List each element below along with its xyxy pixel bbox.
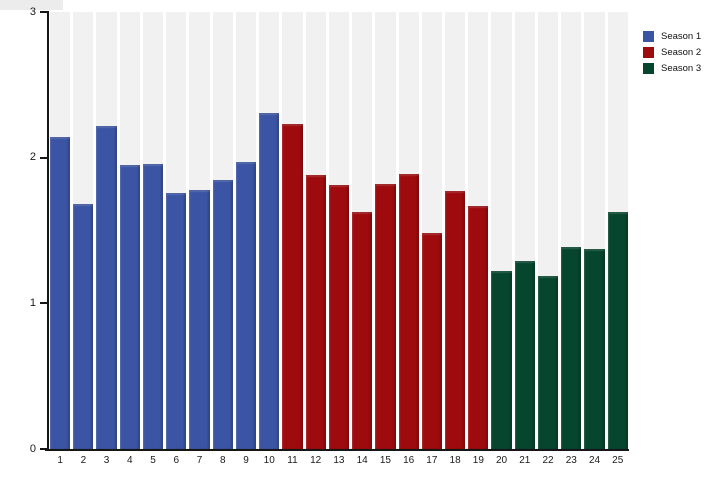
x-axis-labels: 1 2 3 4 5 6 7 8 9 10 11 12 13 14 15 16 17 18 19 20 21 22 23 24 2… — [50, 455, 628, 466]
x-tick-label: 2 — [80, 455, 87, 466]
plot-column-strip — [398, 12, 419, 449]
bar-20[interactable] — [491, 271, 512, 449]
plot-column-strip — [514, 12, 535, 449]
x-tick-label: 20 — [496, 455, 508, 466]
plot-area — [50, 12, 628, 449]
plot-column-strip — [375, 12, 396, 449]
plot-column-strip — [119, 12, 140, 449]
legend-swatch-season-2 — [643, 47, 654, 58]
plot-column-strip — [259, 12, 280, 449]
bar-6[interactable] — [166, 192, 187, 449]
plot-column-strip — [421, 12, 442, 449]
x-tick-label: 18 — [449, 455, 461, 466]
plot-column-strip — [584, 12, 605, 449]
x-tick-label: 4 — [127, 455, 133, 466]
plot-column-strip — [235, 12, 257, 449]
x-tick-label: 24 — [588, 455, 601, 466]
plot-column-strip — [561, 12, 582, 449]
bar-3[interactable] — [96, 125, 117, 449]
x-tick-label: 21 — [519, 455, 531, 466]
plot-column-strip — [607, 12, 628, 449]
bar-15[interactable] — [375, 183, 396, 449]
x-tick-label: 13 — [333, 455, 345, 466]
x-tick-label: 17 — [426, 455, 438, 466]
bar-21[interactable] — [514, 261, 535, 449]
plot-column-strip — [491, 12, 512, 449]
x-tick-label: 10 — [263, 455, 275, 466]
plot-column-strip — [189, 12, 210, 449]
legend-swatch-season-3 — [643, 63, 654, 74]
bar-24[interactable] — [584, 249, 605, 449]
x-tick-label: 14 — [356, 455, 368, 466]
plot-column-strip — [468, 12, 489, 449]
x-tick-label: 8 — [219, 455, 226, 466]
x-tick-label: 16 — [403, 455, 415, 466]
bar-19[interactable] — [468, 205, 489, 449]
bar-2[interactable] — [73, 204, 94, 449]
bar-7[interactable] — [189, 189, 210, 449]
x-tick-label: 3 — [103, 455, 110, 466]
bar-5[interactable] — [142, 163, 164, 449]
bar-17[interactable] — [421, 233, 442, 449]
plot-column-strip — [305, 12, 326, 449]
plot-column-strip — [537, 12, 559, 449]
bar-14[interactable] — [352, 211, 373, 449]
plot-column-strip — [96, 12, 117, 449]
y-tick-label: 0 — [29, 442, 36, 455]
x-axis-line — [45, 449, 629, 451]
y-tick-label: 2 — [29, 151, 36, 164]
x-tick-label: 11 — [287, 455, 298, 466]
bar-8[interactable] — [212, 179, 233, 449]
legend-label: Season 2 — [661, 47, 702, 58]
bar-10[interactable] — [259, 112, 280, 449]
y-tick-label: 3 — [29, 5, 36, 18]
y-tick-label: 1 — [29, 296, 36, 309]
x-tick-label: 23 — [565, 455, 577, 466]
y-tick-mark — [40, 448, 47, 450]
plot-column-strip — [50, 12, 71, 449]
x-tick-label: 15 — [379, 455, 391, 466]
corner-artifact — [0, 0, 63, 10]
x-tick-label: 12 — [310, 455, 322, 466]
x-tick-label: 1 — [57, 455, 63, 466]
x-tick-label: 6 — [173, 455, 180, 466]
plot-column-strip — [282, 12, 303, 449]
bar-16[interactable] — [398, 173, 419, 449]
plot-column-strip — [352, 12, 373, 449]
bar-25[interactable] — [607, 211, 628, 449]
bar-13[interactable] — [328, 185, 350, 449]
x-tick-label: 9 — [243, 455, 249, 466]
bar-1[interactable] — [50, 137, 71, 449]
bar-12[interactable] — [305, 175, 326, 449]
y-tick-mark — [40, 156, 47, 159]
bar-22[interactable] — [537, 275, 559, 449]
bar-4[interactable] — [119, 164, 140, 449]
bar-18[interactable] — [444, 191, 466, 449]
x-tick-label: 25 — [612, 455, 624, 466]
y-tick-mark — [40, 11, 47, 13]
legend-item-season-3[interactable]: Season 3 — [643, 63, 701, 74]
bar-11[interactable] — [282, 124, 303, 449]
bar-23[interactable] — [561, 246, 582, 449]
bar-9[interactable] — [235, 162, 257, 449]
plot-column-strip — [73, 12, 94, 449]
legend-swatch-season-1 — [643, 31, 654, 42]
legend: Season 1 Season 2 Season 3 — [643, 31, 701, 79]
legend-label: Season 3 — [661, 63, 702, 74]
y-axis-line — [47, 11, 49, 451]
x-tick-label: 19 — [472, 455, 484, 466]
x-tick-label: 5 — [150, 455, 156, 466]
legend-item-season-1[interactable]: Season 1 — [643, 31, 701, 42]
legend-label: Season 1 — [661, 31, 702, 42]
x-tick-label: 7 — [196, 455, 203, 466]
plot-column-strip — [212, 12, 233, 449]
plot-column-strip — [142, 12, 164, 449]
plot-column-strip — [444, 12, 466, 449]
plot-column-strip — [166, 12, 187, 449]
y-tick-mark — [40, 302, 47, 305]
x-tick-label: 22 — [542, 455, 554, 466]
legend-item-season-2[interactable]: Season 2 — [643, 47, 701, 58]
plot-column-strip — [328, 12, 350, 449]
